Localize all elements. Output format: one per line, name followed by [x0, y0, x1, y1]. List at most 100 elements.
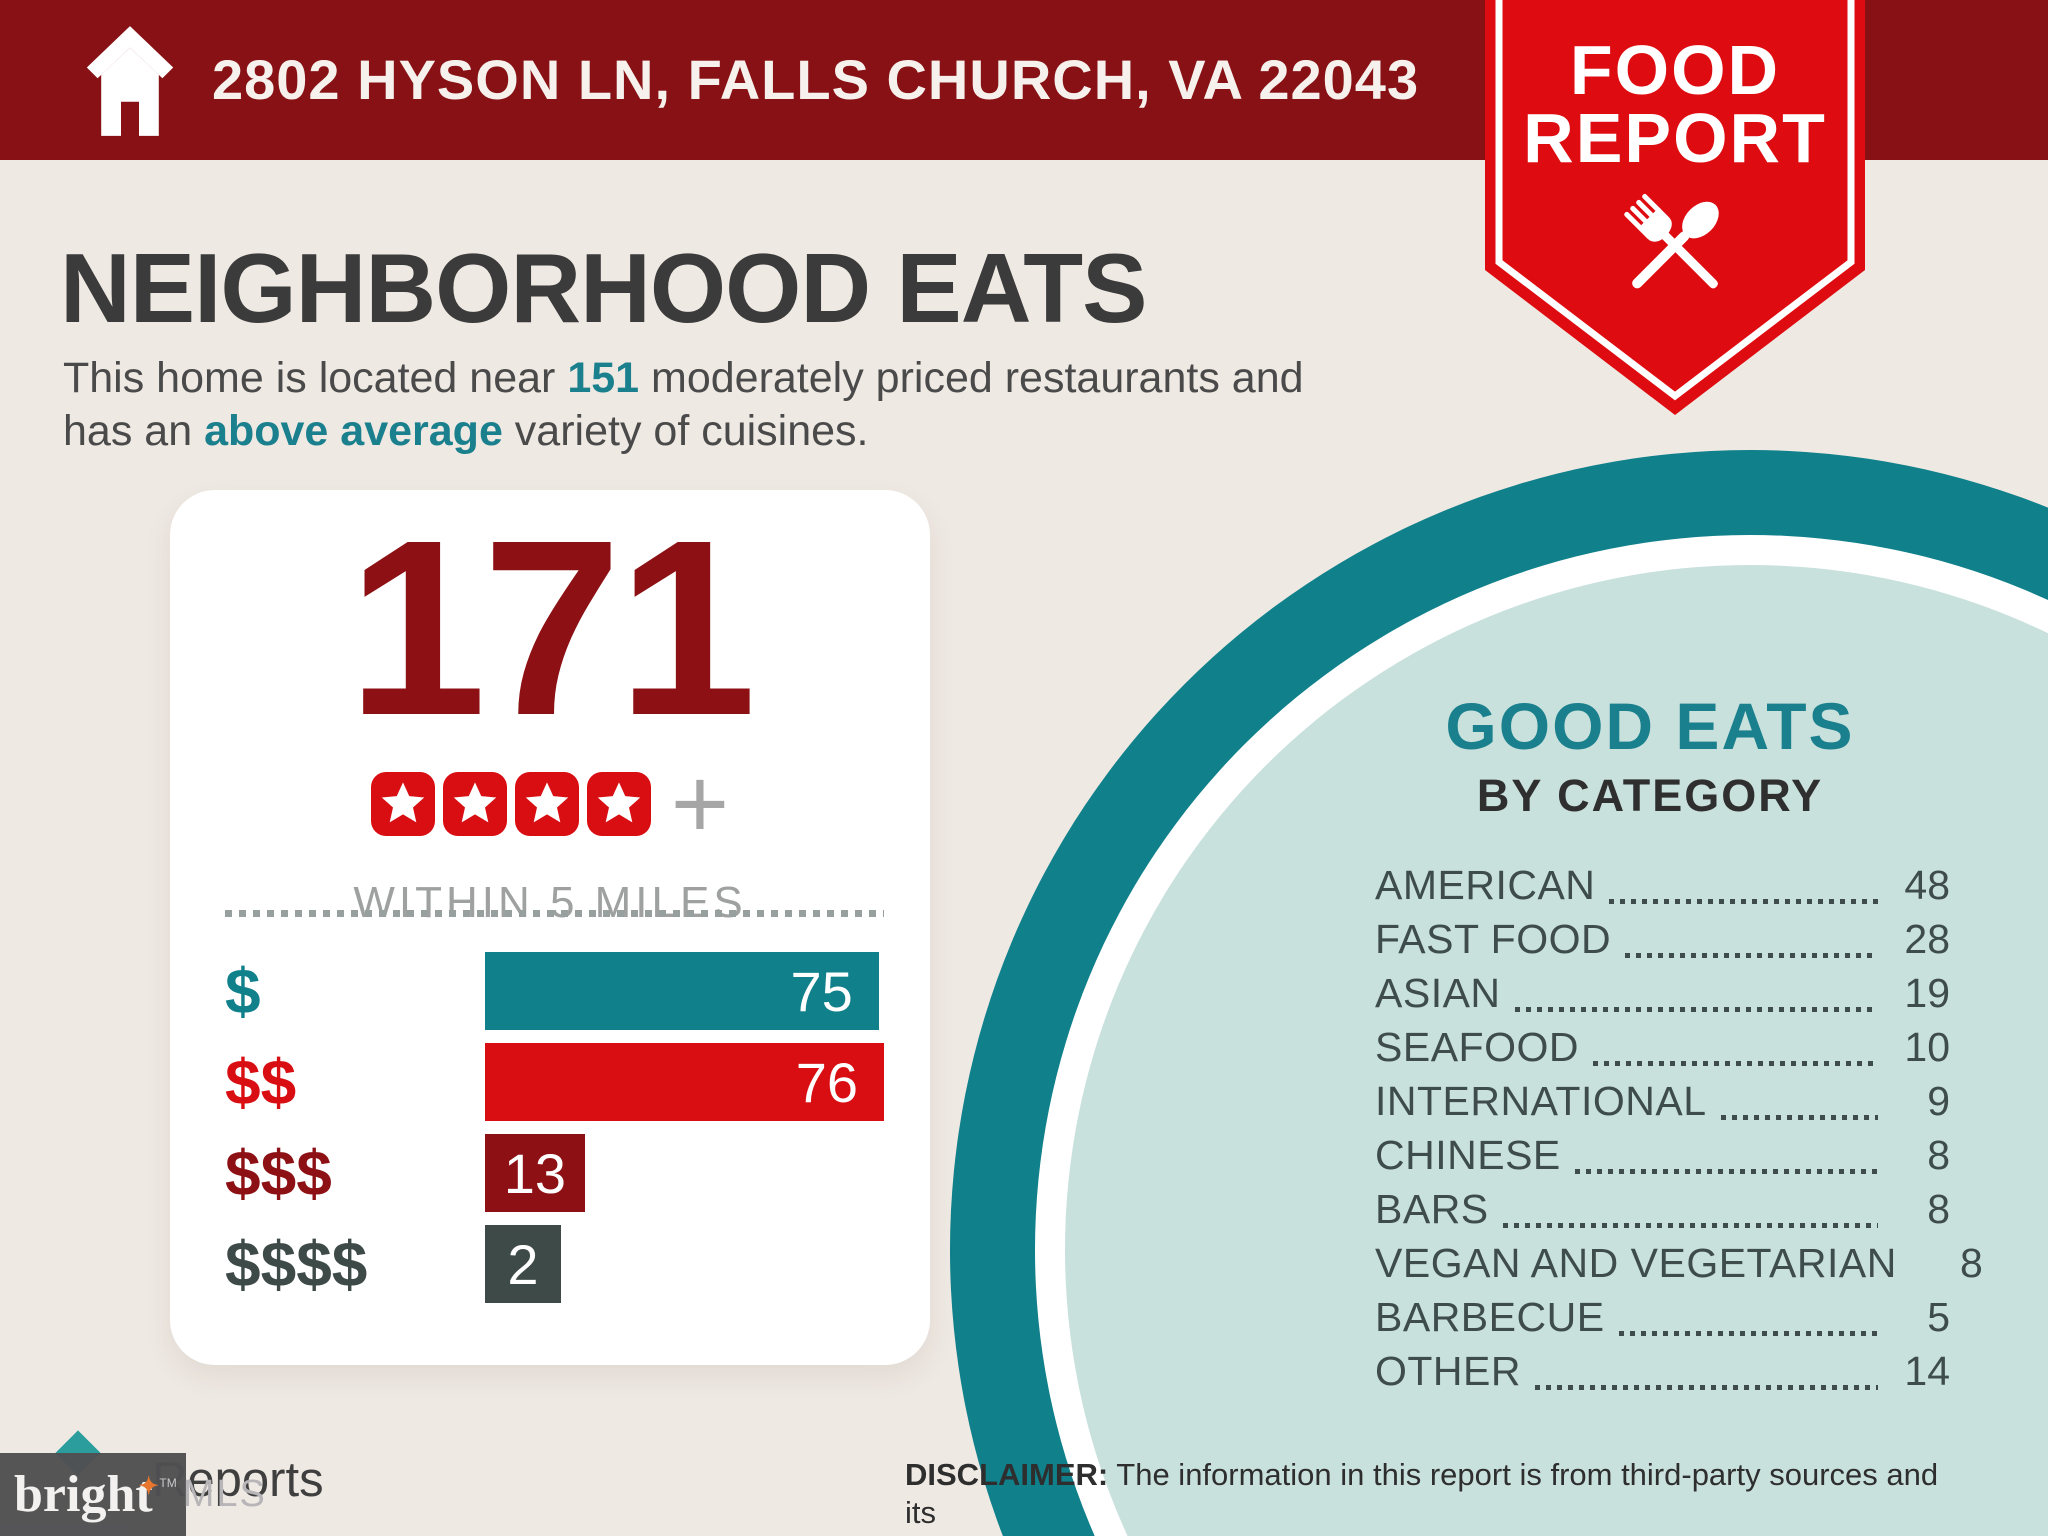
category-value: 48	[1904, 862, 1950, 908]
bar-track: 2	[485, 1225, 884, 1303]
bar-value: 2	[507, 1232, 539, 1296]
price-bars: $75 $$ 76 $$$ 13 $$$$ 2	[225, 952, 884, 1316]
dot-leader	[1625, 953, 1878, 958]
category-row: SEAFOOD 10	[1375, 1024, 1950, 1078]
restaurant-count: 151	[567, 354, 640, 402]
category-value: 19	[1904, 970, 1950, 1016]
bar: 13	[485, 1134, 585, 1212]
star-icon	[586, 772, 651, 836]
category-label: ASIAN	[1375, 970, 1501, 1016]
badge-title-line2: REPORT	[1523, 99, 1827, 177]
category-value: 14	[1904, 1348, 1950, 1394]
bar-track: 13	[485, 1134, 884, 1212]
category-label: CHINESE	[1375, 1132, 1561, 1178]
dot-leader	[1574, 1169, 1878, 1174]
home-icon	[86, 26, 174, 136]
bar-track: 76	[485, 1043, 884, 1121]
category-label: BARS	[1375, 1186, 1489, 1232]
category-value: 8	[1927, 1186, 1950, 1232]
disclaimer-line2: accuracy cannot be guaranteed.	[905, 1533, 1348, 1536]
disclaimer-line1: The information in this report is from t…	[905, 1457, 1939, 1530]
total-restaurant-count: 171	[347, 488, 756, 767]
mls-logo-text: MLS	[182, 1473, 267, 1515]
price-tier-label: $	[225, 955, 261, 1027]
intro-segment: moderately priced restaurants and	[639, 354, 1304, 402]
price-bar-row: $$ 76	[225, 1043, 884, 1121]
category-row: OTHER 14	[1375, 1348, 1950, 1402]
restaurant-summary-card: 171 + WITHIN 5 MILES $75 $$ 76 $$$ 13 $$$$ 2	[170, 490, 930, 1365]
intro-text: This home is located near 151 moderately…	[63, 352, 1463, 458]
dashed-divider	[225, 910, 884, 917]
bar-value: 76	[795, 1050, 858, 1114]
category-row: CHINESE 8	[1375, 1132, 1950, 1186]
category-value: 8	[1960, 1240, 1983, 1286]
price-bar-row: $$$ 13	[225, 1134, 884, 1212]
category-row: VEGAN AND VEGETARIAN 8	[1375, 1240, 1983, 1294]
intro-segment: This home is located near	[63, 354, 568, 402]
bar-value: 75	[790, 959, 853, 1023]
variety-highlight: above average	[204, 407, 503, 455]
bar-track: 75	[485, 952, 884, 1030]
category-row: BARS 8	[1375, 1186, 1950, 1240]
bar: 76	[485, 1043, 884, 1121]
category-row: INTERNATIONAL 9	[1375, 1078, 1950, 1132]
intro-segment: has an	[63, 407, 205, 455]
dot-leader	[1535, 1385, 1878, 1390]
plus-sign: +	[670, 748, 730, 860]
star-icon	[442, 772, 507, 836]
category-row: FAST FOOD 28	[1375, 916, 1950, 970]
price-bar-row: $$$$ 2	[225, 1225, 884, 1303]
dot-leader	[1514, 1007, 1878, 1012]
bright-logo-text: bright	[14, 1465, 153, 1523]
dot-leader	[1720, 1115, 1878, 1120]
rating-stars: +	[170, 748, 930, 860]
price-tier-label: $$$$	[225, 1228, 368, 1300]
star-icon	[514, 772, 579, 836]
category-value: 9	[1927, 1078, 1950, 1124]
disclaimer-text: DISCLAIMER: The information in this repo…	[905, 1456, 1965, 1536]
star-spark-icon: ✦	[138, 1472, 159, 1500]
good-eats-subtitle: BY CATEGORY	[1476, 770, 1824, 821]
category-label: AMERICAN	[1375, 862, 1596, 908]
disclaimer-label: DISCLAIMER:	[905, 1457, 1109, 1492]
dot-leader	[1618, 1331, 1878, 1336]
price-bar-row: $75	[225, 952, 884, 1030]
star-icon	[370, 772, 435, 836]
category-label: BARBECUE	[1375, 1294, 1605, 1340]
category-row: BARBECUE 5	[1375, 1294, 1950, 1348]
price-tier-label: $$$	[225, 1137, 332, 1209]
category-label: INTERNATIONAL	[1375, 1078, 1707, 1124]
food-report-badge: FOOD REPORT	[1485, 0, 1865, 420]
category-row: ASIAN 19	[1375, 970, 1950, 1024]
bar: 2	[485, 1225, 561, 1303]
trademark-symbol: TM	[159, 1475, 177, 1490]
category-label: OTHER	[1375, 1348, 1521, 1394]
good-eats-list: AMERICAN 48 FAST FOOD 28 ASIAN 19 SEAFOOD 10 INT…	[1375, 862, 1983, 1402]
category-row: AMERICAN 48	[1375, 862, 1950, 916]
bar: 75	[485, 952, 879, 1030]
dot-leader	[1502, 1223, 1878, 1228]
ribbon-shape	[1485, 0, 1865, 415]
category-label: SEAFOOD	[1375, 1024, 1579, 1070]
category-value: 5	[1927, 1294, 1950, 1340]
badge-title-line1: FOOD	[1569, 31, 1781, 109]
good-eats-heading: GOOD EATS BY CATEGORY	[1320, 688, 1980, 822]
category-value: 10	[1904, 1024, 1950, 1070]
property-address: 2802 HYSON LN, FALLS CHURCH, VA 22043	[212, 48, 1420, 111]
bar-value: 13	[503, 1141, 567, 1205]
spoon-fork-crossed-icon	[1624, 193, 1719, 289]
category-label: FAST FOOD	[1375, 916, 1612, 962]
radius-caption: WITHIN 5 MILES	[353, 878, 747, 927]
bright-logo: bright ✦ TM	[14, 1465, 177, 1523]
category-label: VEGAN AND VEGETARIAN	[1375, 1240, 1897, 1286]
category-value: 8	[1927, 1132, 1950, 1178]
category-value: 28	[1904, 916, 1950, 962]
dot-leader	[1609, 899, 1878, 904]
good-eats-title: GOOD EATS	[1445, 689, 1855, 763]
intro-segment: variety of cuisines.	[502, 407, 869, 455]
price-tier-label: $$	[225, 1046, 297, 1118]
page-title: NEIGHBORHOOD EATS	[60, 233, 1147, 343]
bright-mls-watermark: bright ✦ TM MLS	[0, 1453, 265, 1536]
dot-leader	[1592, 1061, 1878, 1066]
